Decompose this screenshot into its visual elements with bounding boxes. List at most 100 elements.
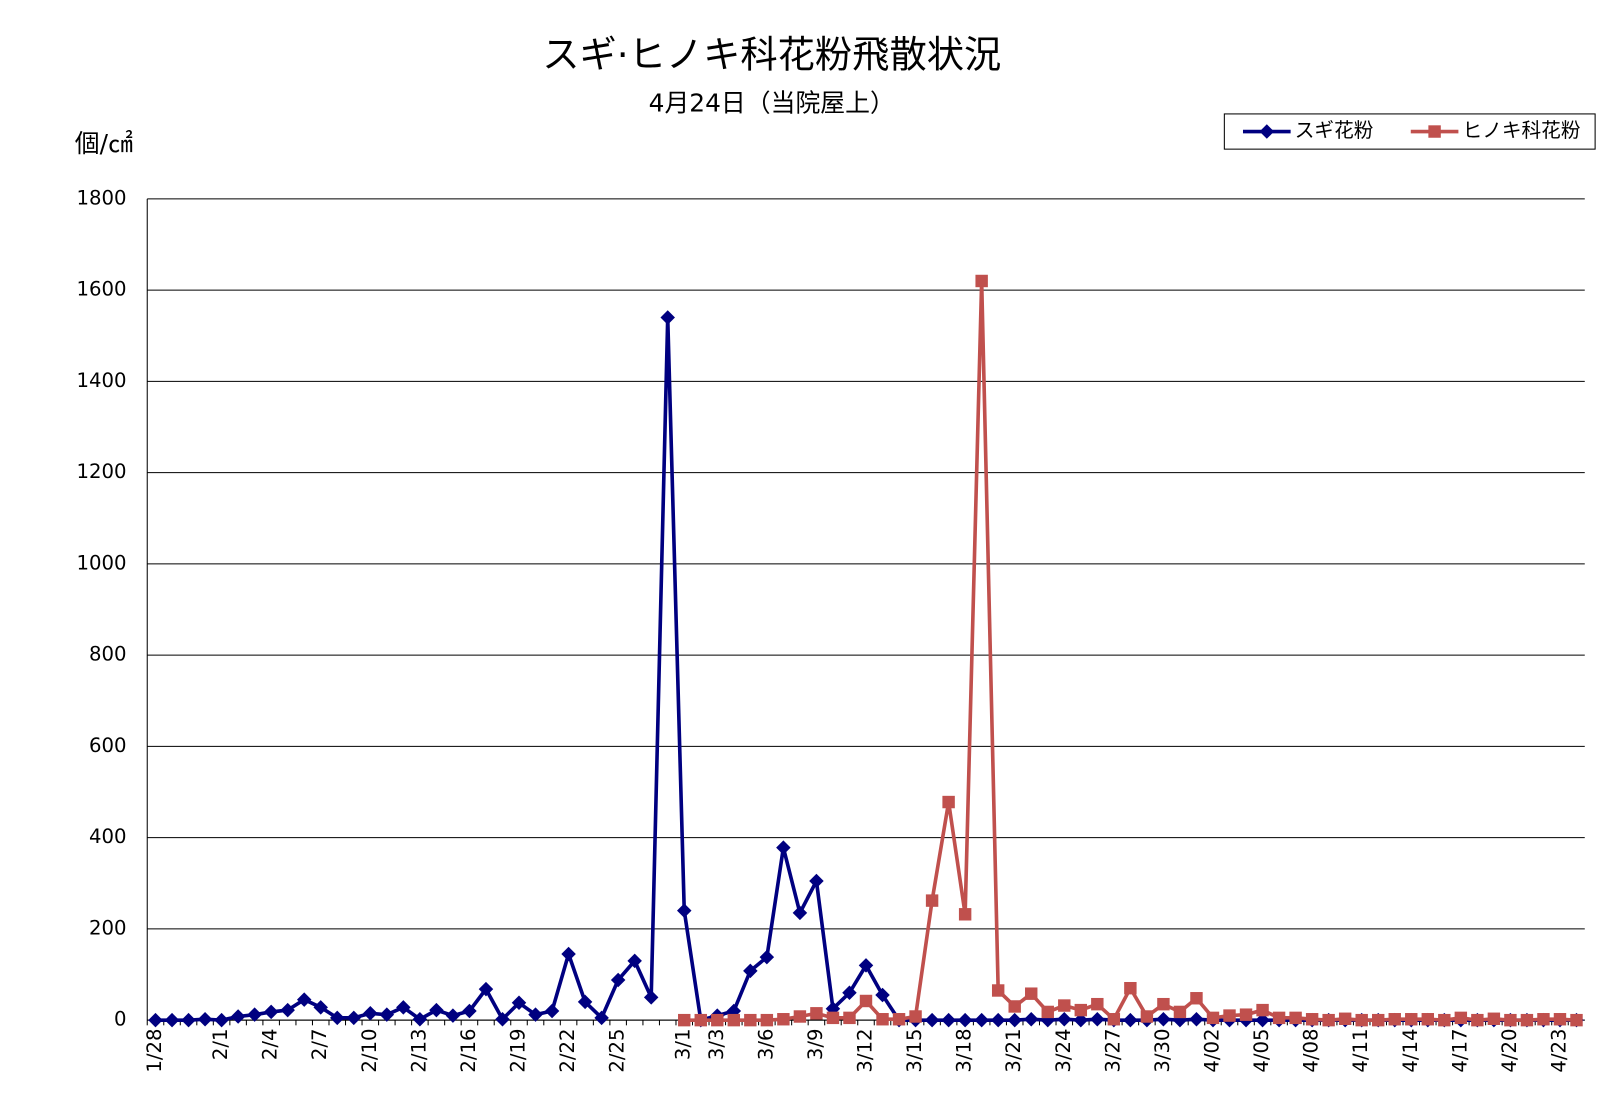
marker [263, 1004, 279, 1020]
marker [1025, 987, 1038, 1000]
marker [1504, 1013, 1517, 1027]
marker [941, 1012, 956, 1028]
marker [760, 1013, 774, 1027]
marker [363, 1006, 378, 1021]
marker [1570, 1013, 1583, 1027]
marker [1372, 1013, 1385, 1027]
marker [1206, 1011, 1220, 1025]
marker [793, 1010, 807, 1023]
marker [1058, 999, 1071, 1012]
legend-marker [1259, 124, 1275, 139]
marker [858, 958, 874, 973]
marker [1256, 1003, 1269, 1017]
legend-label: スギ花粉 [1295, 119, 1374, 142]
y-tick-label: 800 [89, 643, 127, 666]
y-tick-label: 200 [89, 916, 127, 939]
series-line [684, 280, 1577, 1023]
marker [181, 1012, 196, 1028]
series-line [155, 317, 1577, 1023]
marker [1008, 1000, 1021, 1013]
marker [1255, 1012, 1270, 1028]
marker [1289, 1011, 1302, 1025]
marker [1173, 1005, 1187, 1019]
marker [1537, 1013, 1550, 1026]
marker [1305, 1013, 1319, 1026]
x-tick-label: 3/27 [1101, 1028, 1124, 1072]
marker [1355, 1013, 1368, 1027]
marker [792, 905, 808, 921]
marker [577, 994, 593, 1010]
marker [759, 949, 775, 965]
marker [1421, 1013, 1435, 1026]
marker [678, 1013, 691, 1027]
marker [990, 1012, 1006, 1028]
x-tick-label: 4/20 [1498, 1028, 1521, 1072]
marker [1438, 1013, 1451, 1027]
x-tick-label: 1/28 [143, 1028, 166, 1072]
marker [957, 1012, 973, 1028]
marker [1189, 1011, 1204, 1027]
x-tick-label: 4/11 [1349, 1028, 1372, 1072]
marker [1272, 1011, 1286, 1025]
marker [214, 1012, 229, 1028]
marker [296, 992, 312, 1007]
marker [1388, 1013, 1401, 1026]
marker [892, 1013, 906, 1026]
marker [1454, 1011, 1468, 1025]
marker [1223, 1009, 1236, 1022]
marker [660, 310, 675, 325]
marker [1041, 1005, 1054, 1019]
x-tick-label: 3/15 [903, 1028, 926, 1072]
marker [610, 972, 626, 988]
marker [694, 1013, 707, 1027]
chart-subtitle: 4月24日（当院屋上） [649, 89, 895, 118]
marker [1190, 992, 1203, 1005]
marker [711, 1013, 724, 1027]
marker [164, 1012, 180, 1028]
marker [1338, 1012, 1352, 1025]
marker [875, 987, 890, 1003]
marker [743, 963, 758, 979]
marker [346, 1010, 362, 1026]
x-tick-label: 2/16 [457, 1028, 480, 1072]
x-tick-label: 3/12 [853, 1028, 876, 1072]
x-tick-label: 4/23 [1547, 1028, 1570, 1072]
marker [744, 1013, 757, 1027]
x-tick-label: 2/1 [209, 1028, 232, 1060]
marker [478, 981, 494, 997]
marker [1107, 1013, 1121, 1026]
y-tick-label: 1200 [76, 460, 126, 483]
y-tick-label: 600 [89, 734, 127, 757]
x-tick-label: 2/13 [407, 1028, 430, 1072]
x-tick-label: 3/18 [953, 1028, 976, 1072]
marker [1140, 1010, 1154, 1023]
marker [975, 274, 988, 288]
x-tick-label: 3/9 [804, 1028, 827, 1060]
x-tick-label: 2/22 [556, 1028, 579, 1072]
x-tick-label: 3/24 [1052, 1028, 1075, 1072]
marker [412, 1011, 428, 1027]
marker [777, 1013, 790, 1026]
marker [1123, 1012, 1138, 1028]
marker [1405, 1013, 1418, 1026]
marker [1157, 997, 1170, 1011]
x-tick-label: 3/1 [672, 1028, 695, 1060]
marker [958, 908, 972, 921]
y-tick-label: 400 [89, 825, 127, 848]
x-tick-label: 2/25 [606, 1028, 629, 1072]
x-tick-label: 4/08 [1300, 1028, 1323, 1072]
marker [1057, 1011, 1072, 1027]
marker [330, 1010, 345, 1026]
x-tick-label: 3/6 [754, 1028, 777, 1060]
marker [148, 1012, 163, 1028]
marker [909, 1010, 922, 1023]
marker [776, 840, 791, 855]
legend: スギ花粉 ヒノキ科花粉 [1223, 113, 1596, 150]
marker [826, 1011, 840, 1025]
y-tick-label: 0 [114, 1008, 127, 1031]
marker [1156, 1011, 1171, 1027]
marker [810, 1007, 823, 1020]
marker [843, 1011, 856, 1025]
marker [1239, 1008, 1253, 1021]
x-tick-label: 4/02 [1200, 1028, 1223, 1072]
